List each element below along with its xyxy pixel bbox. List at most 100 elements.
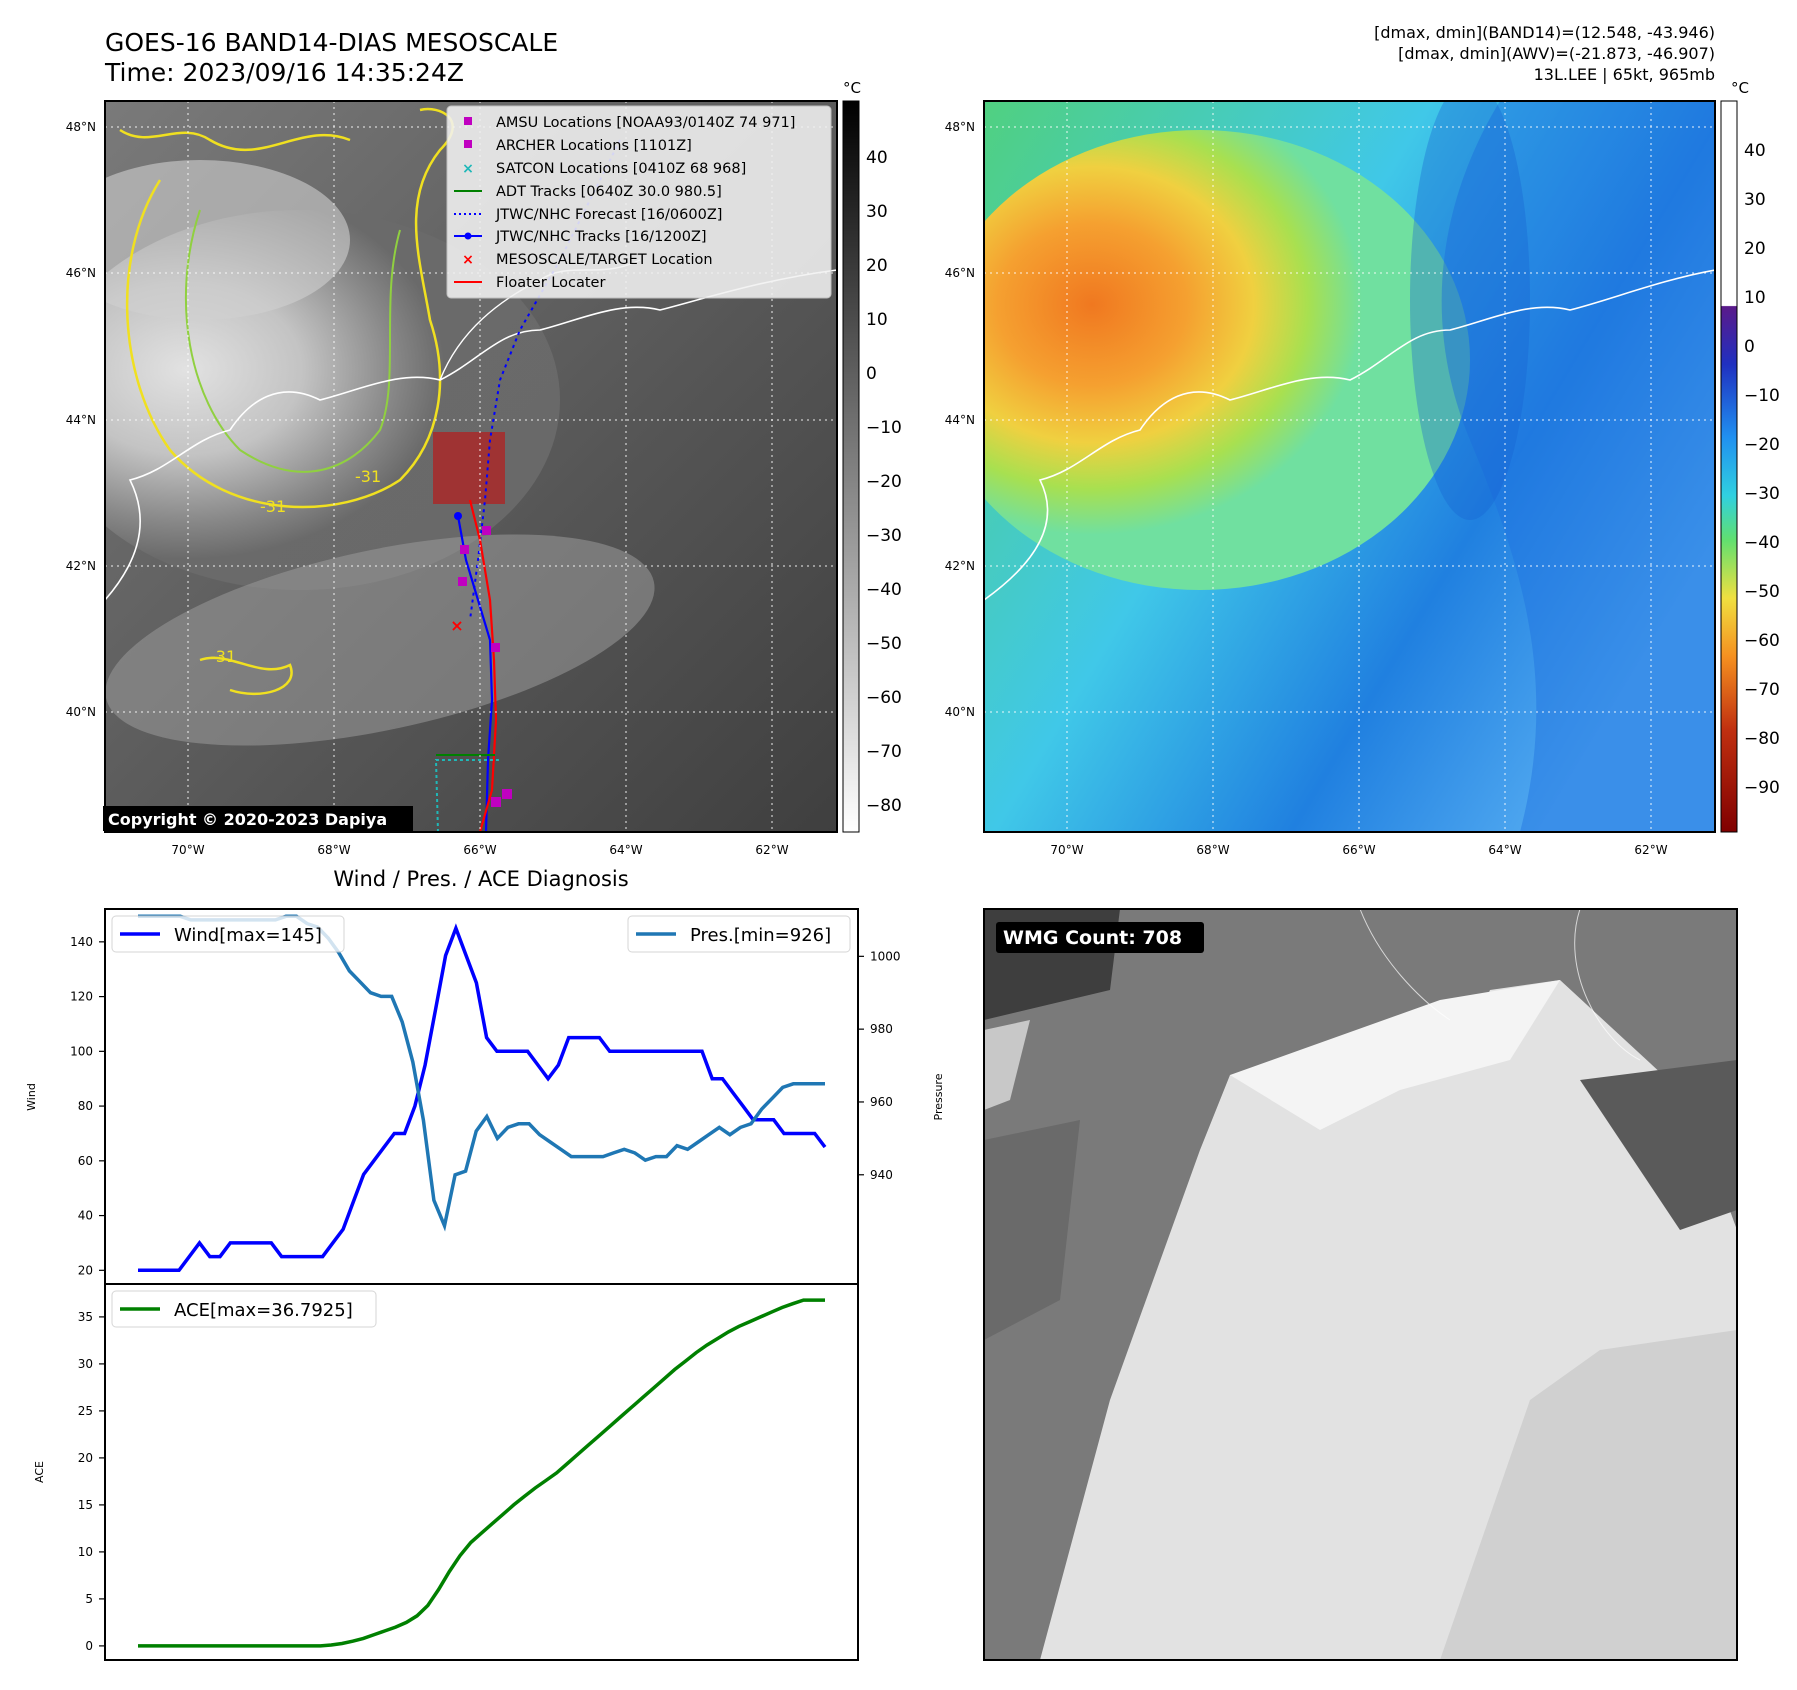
wind-tick-label: 60 xyxy=(78,1154,93,1168)
legend-amsu: AMSU Locations [NOAA93/0140Z 74 971] xyxy=(496,115,795,131)
ace-tick-label: 15 xyxy=(78,1498,93,1512)
wind-tick-label: 40 xyxy=(78,1209,93,1223)
ace-legend-label: ACE[max=36.7925] xyxy=(174,1300,353,1321)
ir-legend: AMSU Locations [NOAA93/0140Z 74 971] ARC… xyxy=(446,105,832,299)
lat-label: 42°N xyxy=(945,559,975,573)
ace-tick-label: 25 xyxy=(78,1404,93,1418)
wv-moist-band xyxy=(1441,101,1715,832)
lat-label: 44°N xyxy=(66,413,96,427)
diagnosis-chart: Wind / Pres. / ACE Diagnosis 20 40 60 80 100… xyxy=(25,867,945,1661)
archer-marker xyxy=(460,545,469,554)
ir-colorbar-unit: °C xyxy=(843,79,861,97)
figure-time: Time: 2023/09/16 14:35:24Z xyxy=(104,58,464,87)
pressure-tick-label: 980 xyxy=(870,1022,893,1036)
colorbar-tick: −70 xyxy=(866,742,902,762)
contour-label-2: -31 xyxy=(355,467,381,486)
stats-band14: [dmax, dmin](BAND14)=(12.548, -43.946) xyxy=(1374,23,1715,42)
ace-legend-box xyxy=(111,1290,377,1328)
wind-y-ticks: 20 40 60 80 100 120 140 xyxy=(70,935,105,1277)
ace-tick-label: 5 xyxy=(85,1592,93,1606)
lat-label: 48°N xyxy=(66,120,96,134)
diagnosis-title: Wind / Pres. / ACE Diagnosis xyxy=(333,867,628,891)
lon-label: 70°W xyxy=(171,843,204,857)
ace-series-line xyxy=(138,1298,825,1648)
archer-marker-2 xyxy=(458,577,467,586)
amsu-marker xyxy=(482,526,491,535)
colorbar-tick: −70 xyxy=(1744,680,1780,700)
colorbar-tick: −60 xyxy=(1744,631,1780,651)
wind-axis-label: Wind xyxy=(25,1083,38,1111)
wv-colorbar xyxy=(1720,100,1738,833)
ace-tick-label: 35 xyxy=(78,1310,93,1324)
lat-label: 44°N xyxy=(945,413,975,427)
ir-coastline xyxy=(105,269,837,601)
stats-awv: [dmax, dmin](AWV)=(-21.873, -46.907) xyxy=(1398,44,1715,63)
lon-label: 64°W xyxy=(609,843,642,857)
ace-tick-label: 10 xyxy=(78,1545,93,1559)
colorbar-tick: −40 xyxy=(1744,533,1780,553)
archer-marker-4 xyxy=(491,797,501,807)
wmg-frame xyxy=(983,908,1738,1661)
colorbar-tick: −10 xyxy=(866,418,902,438)
wind-tick-label: 80 xyxy=(78,1099,93,1113)
copyright-box xyxy=(103,806,413,831)
ir-contour-yellow xyxy=(125,107,454,509)
lat-label: 40°N xyxy=(945,705,975,719)
colorbar-tick: 0 xyxy=(1744,337,1755,357)
lon-label: 68°W xyxy=(1196,843,1229,857)
wind-legend-box xyxy=(111,915,345,953)
wind-tick-label: 120 xyxy=(70,990,93,1004)
legend-floater: Floater Locater xyxy=(496,275,605,291)
ir-contour-yellow-north xyxy=(119,128,351,151)
ir-frame xyxy=(104,100,838,833)
legend-satcon: SATCON Locations [0410Z 68 968] xyxy=(496,161,746,177)
wmg-coastline xyxy=(1359,909,1641,1061)
wv-colorbar-unit: °C xyxy=(1731,79,1749,97)
wind-tick-label: 20 xyxy=(78,1263,93,1277)
colorbar-tick: −60 xyxy=(866,688,902,708)
colorbar-tick: −50 xyxy=(1744,582,1780,602)
archer-marker-5 xyxy=(502,789,512,799)
wmg-cold-southeast xyxy=(1440,1330,1737,1660)
wmg-cold-core-bright xyxy=(1230,980,1560,1130)
nhc-track xyxy=(456,515,494,832)
colorbar-tick: −30 xyxy=(1744,484,1780,504)
pressure-axis-label: Pressure xyxy=(932,1073,945,1120)
wv-lon-labels: 70°W 68°W 66°W 64°W 62°W xyxy=(1050,843,1667,857)
contour-label-1: -31 xyxy=(260,497,286,516)
lat-label: 48°N xyxy=(945,120,975,134)
lon-label: 66°W xyxy=(463,843,496,857)
pressure-tick-label: 940 xyxy=(870,1168,893,1182)
floater-box xyxy=(433,432,505,504)
wv-coastline xyxy=(984,269,1715,601)
wv-moist-core xyxy=(1410,101,1530,520)
legend-tracks: JTWC/NHC Tracks [16/1200Z] xyxy=(495,229,707,245)
colorbar-tick: −10 xyxy=(1744,386,1780,406)
colorbar-tick: −20 xyxy=(1744,435,1780,455)
colorbar-tick: −80 xyxy=(866,796,902,816)
lat-label: 46°N xyxy=(945,266,975,280)
pressure-tick-label: 1000 xyxy=(870,949,901,963)
colorbar-tick: −20 xyxy=(866,472,902,492)
ir-contour-yellow-south xyxy=(199,656,293,695)
pressure-tick-label: 960 xyxy=(870,1095,893,1109)
wmg-warm-patch xyxy=(984,1120,1080,1340)
colorbar-tick: 30 xyxy=(1744,190,1766,210)
legend-archer-icon xyxy=(464,140,472,148)
colorbar-tick: −40 xyxy=(866,580,902,600)
ir-lat-labels: 48°N 46°N 44°N 42°N 40°N xyxy=(66,120,96,719)
wmg-warm-patch-east xyxy=(1580,1060,1737,1230)
wmg-panel: WMG Count: 708 xyxy=(983,908,1738,1661)
wmg-light-patch xyxy=(984,1020,1030,1110)
legend-tracks-dot xyxy=(464,232,472,240)
lon-label: 70°W xyxy=(1050,843,1083,857)
legend-archer: ARCHER Locations [1101Z] xyxy=(496,138,692,154)
ace-tick-label: 30 xyxy=(78,1357,93,1371)
lon-label: 64°W xyxy=(1488,843,1521,857)
wind-tick-label: 140 xyxy=(70,935,93,949)
lon-label: 62°W xyxy=(755,843,788,857)
lat-label: 46°N xyxy=(66,266,96,280)
colorbar-tick: −80 xyxy=(1744,729,1780,749)
ir-map-panel: -31 -31 -31 × xyxy=(66,79,902,857)
lat-label: 40°N xyxy=(66,705,96,719)
